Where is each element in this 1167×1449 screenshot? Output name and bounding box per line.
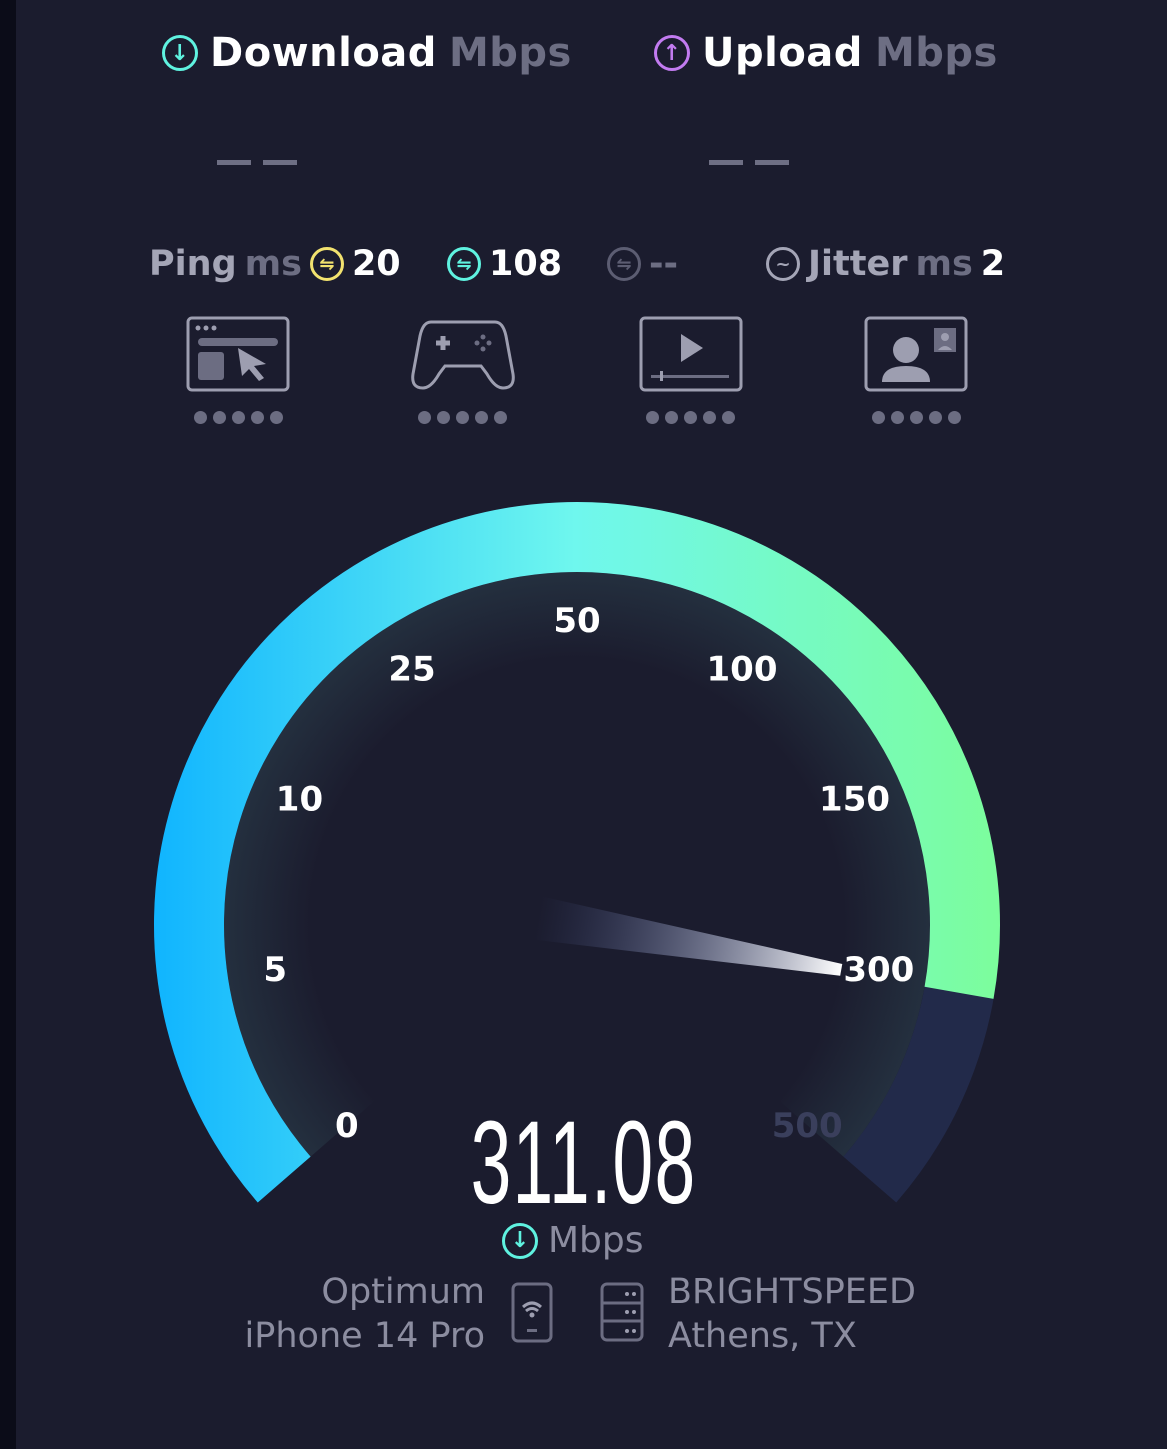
upload-label: Upload	[702, 30, 863, 76]
isp-name: Optimum	[321, 1272, 485, 1312]
web-browsing-icon[interactable]	[186, 316, 290, 396]
jitter-value: 2	[980, 244, 1006, 284]
gauge-tick-label: 25	[388, 649, 435, 689]
left-edge	[0, 0, 16, 1449]
ping-stat: Ping ms ⇋ 20	[149, 244, 401, 284]
video-call-icon[interactable]	[864, 316, 968, 396]
device-name: iPhone 14 Pro	[244, 1316, 485, 1356]
jitter-stat: ~ Jitter ms 2	[766, 244, 1005, 284]
ping-download-stat: ⇋ 108	[447, 244, 562, 284]
upload-latency-icon: ⇋	[607, 247, 641, 281]
speed-value: 311.08	[470, 1097, 697, 1229]
idle-latency-icon: ⇋	[309, 247, 344, 281]
server-icon[interactable]	[600, 1282, 644, 1342]
download-arrow-icon: ↓	[502, 1222, 538, 1259]
gaming-controller-icon[interactable]	[411, 316, 515, 396]
client-info: Optimum iPhone 14 Pro	[245, 1270, 485, 1358]
server-location: Athens, TX	[668, 1316, 857, 1356]
rating-dots	[872, 411, 961, 424]
download-unit: Mbps	[448, 30, 572, 76]
gauge-tick-label: 300	[843, 950, 914, 990]
jitter-unit: ms	[915, 244, 973, 284]
rating-dots	[418, 411, 507, 424]
gauge-progress-arc	[154, 502, 1000, 1203]
download-label: Download	[210, 30, 437, 76]
gauge-face	[224, 572, 931, 1157]
gauge-tick-label: 500	[772, 1106, 843, 1146]
upload-unit: Mbps	[874, 30, 998, 76]
server-info[interactable]: BRIGHTSPEED Athens, TX	[668, 1270, 916, 1358]
gauge-tick-label: 50	[553, 601, 600, 641]
rating-dots	[646, 411, 735, 424]
gauge-tick-label: 100	[707, 649, 778, 689]
gauge-tick-label: 5	[263, 950, 287, 990]
jitter-wave-icon: ~	[766, 247, 800, 281]
ping-download-value: 108	[489, 244, 563, 284]
server-name: BRIGHTSPEED	[668, 1272, 916, 1312]
gauge-tick-label: 0	[335, 1106, 359, 1146]
download-arrow-icon: ↓	[162, 35, 198, 71]
download-value-placeholder	[217, 160, 297, 165]
ping-upload-value: --	[649, 244, 679, 284]
gauge-tick-label: 10	[276, 780, 323, 820]
speed-unit: ↓ Mbps	[502, 1220, 644, 1261]
ping-unit: ms	[244, 244, 302, 284]
gauge-needle	[533, 896, 843, 976]
ping-label: Ping	[149, 244, 237, 284]
phone-wifi-icon[interactable]	[511, 1282, 553, 1343]
upload-arrow-icon: ↑	[654, 35, 690, 71]
ping-upload-stat: ⇋ --	[607, 244, 678, 284]
speed-unit-label: Mbps	[548, 1220, 644, 1261]
gauge-tick-label: 150	[819, 780, 890, 820]
jitter-label: Jitter	[808, 244, 908, 284]
download-latency-icon: ⇋	[447, 247, 481, 281]
rating-dots	[194, 411, 283, 424]
upload-header: ↑ Upload Mbps	[654, 30, 998, 76]
upload-value-placeholder	[709, 160, 789, 165]
ping-idle-value: 20	[351, 244, 401, 284]
download-header: ↓ Download Mbps	[162, 30, 572, 76]
video-streaming-icon[interactable]	[639, 316, 743, 396]
